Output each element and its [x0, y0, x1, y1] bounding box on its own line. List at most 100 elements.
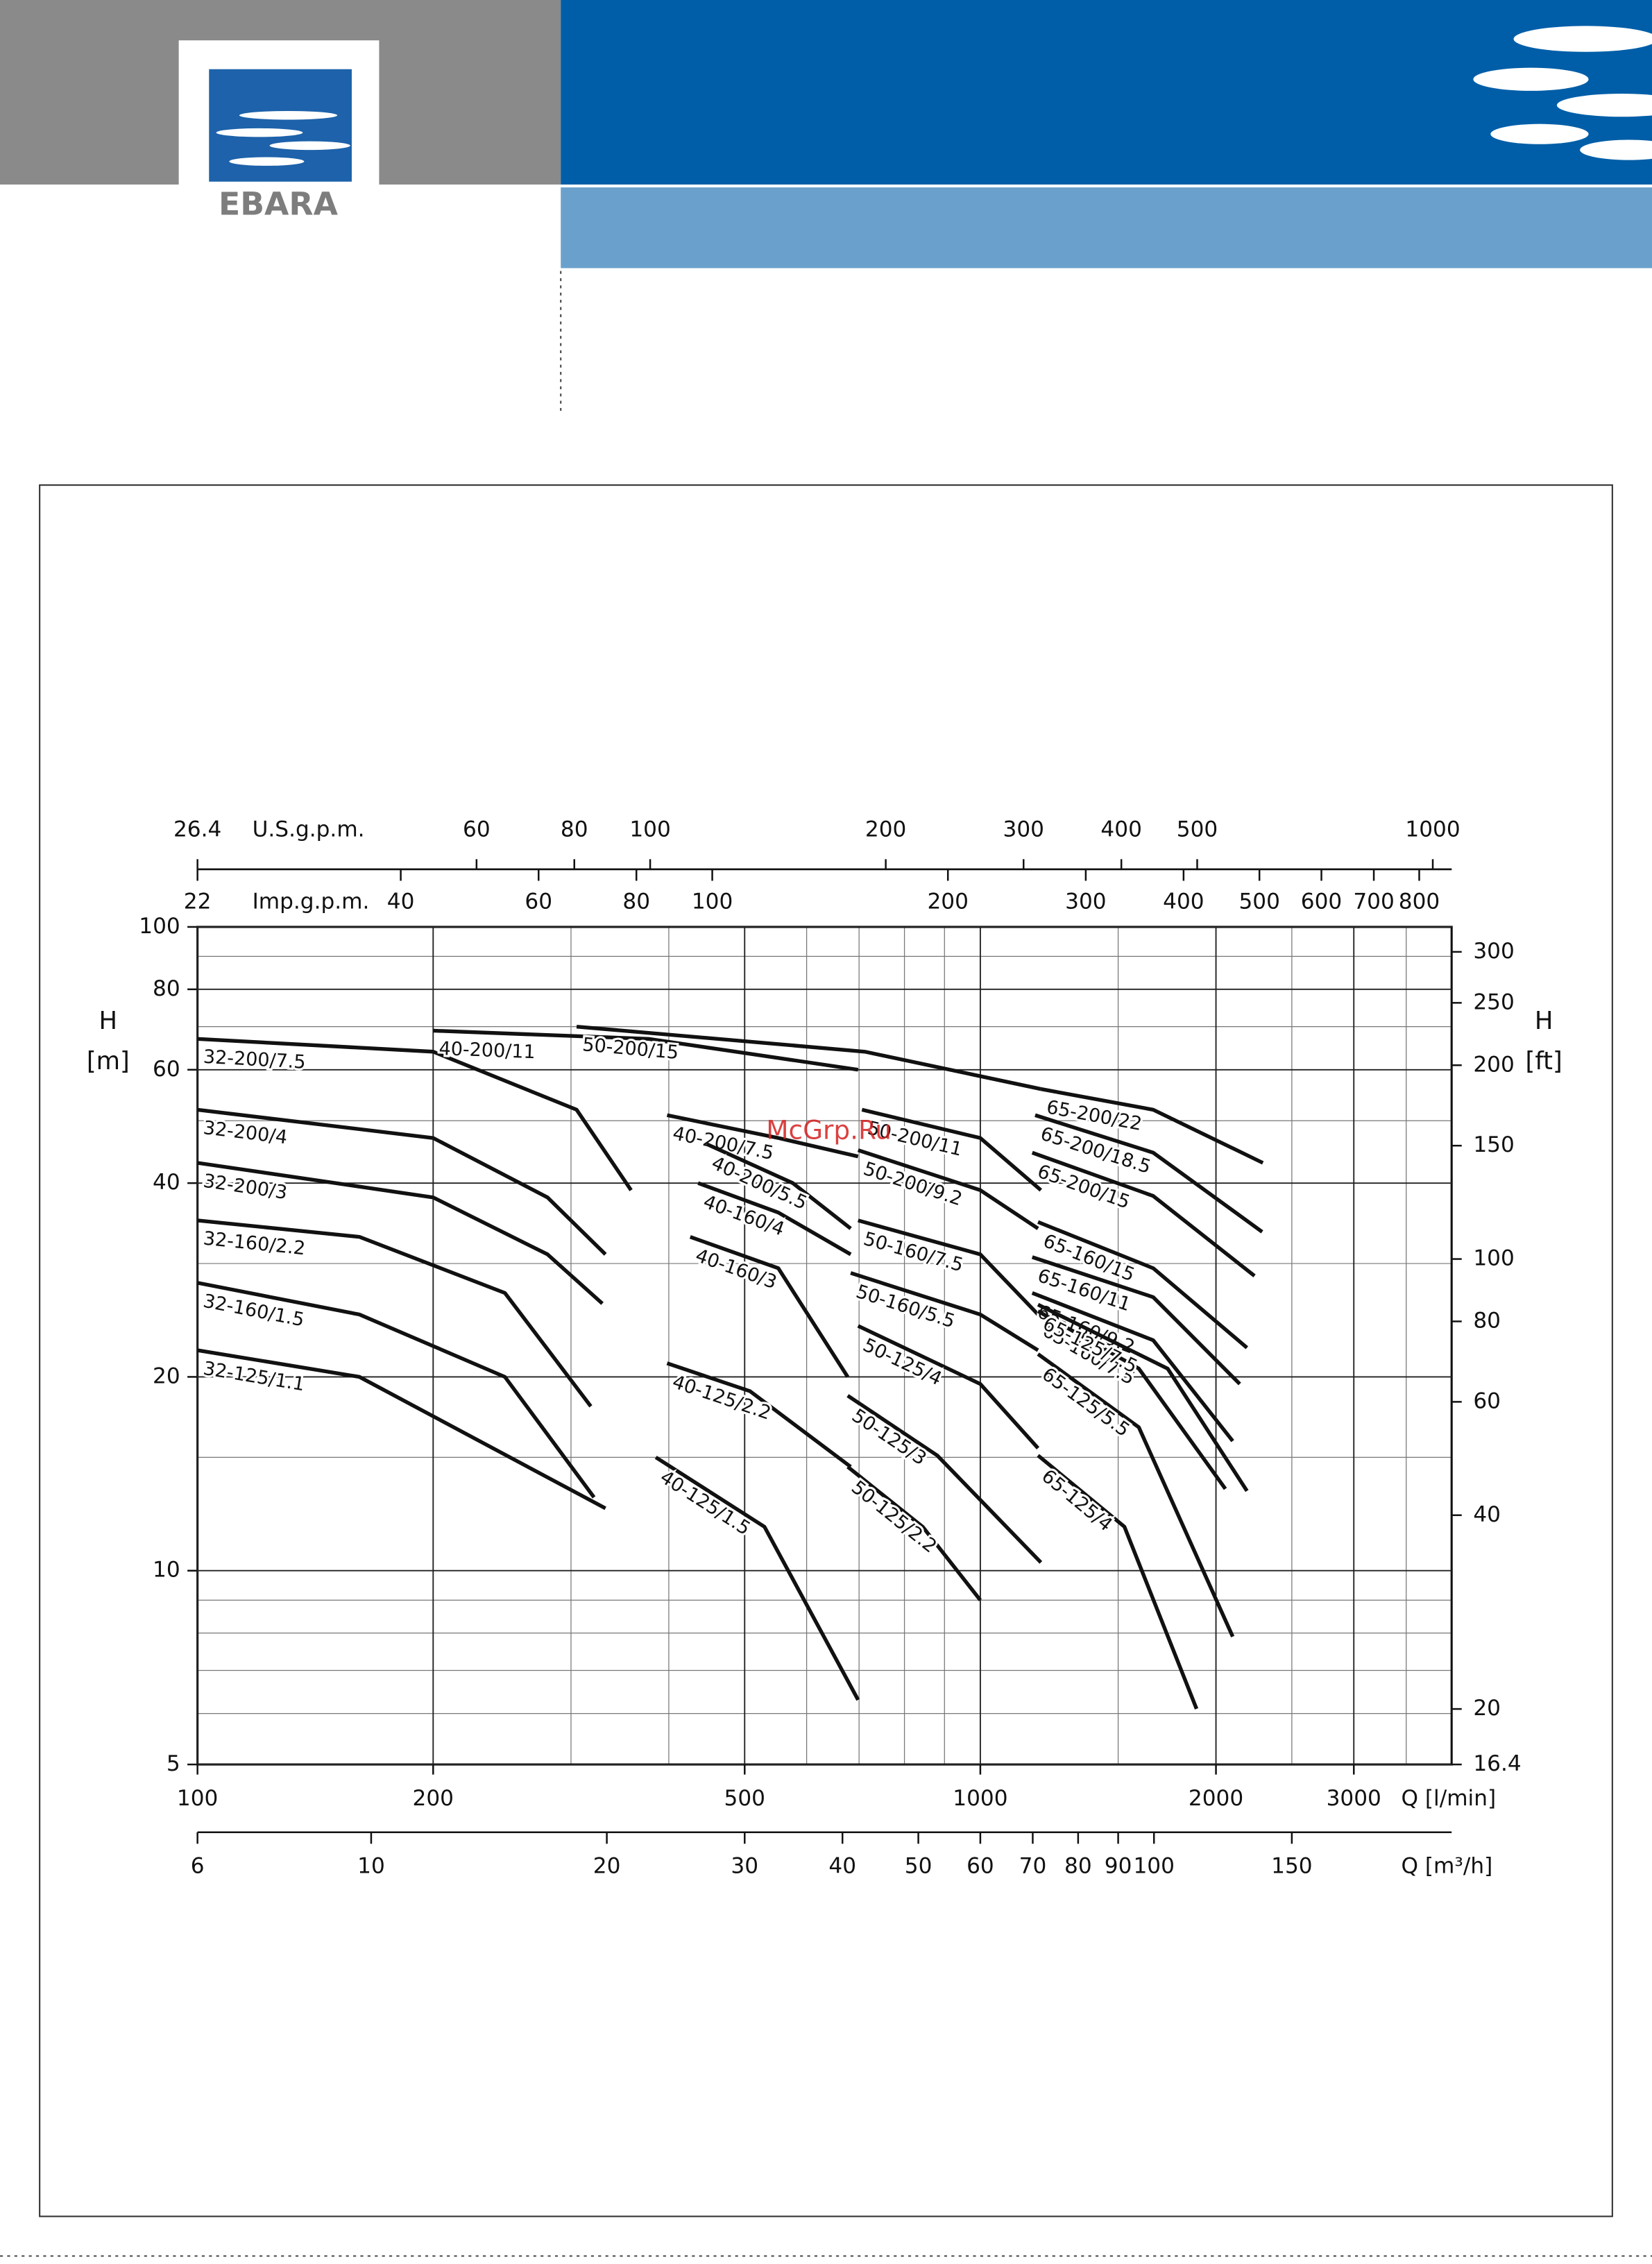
us-gpm-axis-tick-label: 200 — [865, 817, 906, 842]
y-axis-label: H — [99, 1007, 118, 1035]
series-label: 50-125/2.2 — [847, 1476, 941, 1557]
y2-tick-label: 300 — [1473, 939, 1514, 964]
us-gpm-axis-tick-label: 1000 — [1405, 817, 1460, 842]
pump-curve — [861, 1107, 1042, 1192]
pump-curve — [857, 1148, 1039, 1230]
pump-curve — [666, 1113, 859, 1159]
imp-gpm-axis-tick-label: 400 — [1163, 890, 1204, 914]
pump-curve — [706, 1142, 852, 1230]
pump-curve — [850, 1271, 1039, 1352]
logo-waves — [216, 110, 350, 166]
y2-tick-label: 250 — [1473, 989, 1514, 1014]
m3h-axis-tick-label: 6 — [191, 1854, 205, 1879]
imp-gpm-axis-tick-label: 60 — [525, 890, 552, 914]
frame — [39, 484, 1613, 2218]
y2-tick-label: 60 — [1473, 1388, 1501, 1413]
imp-gpm-axis-tick-label: 800 — [1399, 890, 1440, 914]
series-label: 40-200/11 — [438, 1038, 536, 1063]
y2-tick-label: 150 — [1473, 1132, 1514, 1157]
logo-wave — [239, 110, 338, 120]
imp-gpm-axis-tick-label: 200 — [927, 890, 968, 914]
y2-tick-label: 20 — [1473, 1696, 1501, 1721]
y2-tick-label: 40 — [1473, 1502, 1501, 1527]
m3h-axis-label: Q [m³/h] — [1401, 1854, 1492, 1879]
pump-curve — [666, 1361, 852, 1469]
logo-wave — [229, 157, 305, 166]
series-label: 50-125/3 — [848, 1405, 930, 1470]
m3h-axis-tick-label: 50 — [905, 1854, 933, 1879]
y-tick-label: 10 — [153, 1558, 180, 1583]
pump-curve — [846, 1465, 982, 1601]
pump-curve — [1031, 1150, 1256, 1278]
chart: 5 10 20 40 60 80 100 16.4 20 40 60 80 100 150 200 250 30… — [87, 815, 1562, 1882]
x-tick-label: 3000 — [1327, 1786, 1381, 1811]
pump-curve — [1031, 1255, 1241, 1386]
pump-curve — [197, 1218, 593, 1408]
y-tick-label: 20 — [153, 1363, 180, 1388]
pump-curve — [1037, 1220, 1248, 1350]
header-waves — [1473, 26, 1652, 160]
pump-curve — [1037, 1454, 1199, 1710]
logo-wave — [216, 128, 303, 137]
x-tick-label: 500 — [724, 1786, 765, 1811]
imp-gpm-axis-tick-label: 22 — [184, 890, 212, 914]
imp-gpm-axis-tick-label: 500 — [1238, 890, 1279, 914]
us-gpm-axis-label: U.S.g.p.m. — [253, 817, 365, 842]
series-label: 32-125/1.1 — [202, 1358, 307, 1396]
x-tick-label: 100 — [177, 1786, 218, 1811]
m3h-axis-tick-label: 70 — [1019, 1854, 1047, 1879]
imp-gpm-axis-tick-label: 40 — [387, 890, 415, 914]
imp-gpm-axis-label: Imp.g.p.m. — [253, 890, 370, 914]
pump-curve — [1040, 1087, 1264, 1165]
y-tick-label: 5 — [167, 1751, 180, 1776]
pump-curve — [197, 1348, 606, 1510]
series-label: 50-200/9.2 — [861, 1158, 965, 1210]
x-axis-label: Q [l/min] — [1401, 1786, 1496, 1811]
us-gpm-axis-tick-label: 26.4 — [173, 817, 221, 842]
series-label: 32-160/2.2 — [202, 1228, 306, 1260]
y2-tick-label: 80 — [1473, 1308, 1501, 1333]
m3h-axis-tick-label: 10 — [357, 1854, 385, 1879]
pump-curve — [197, 1037, 633, 1191]
m3h-axis-tick-label: 40 — [828, 1854, 856, 1879]
y2-tick-label: 16.4 — [1473, 1751, 1521, 1776]
y-tick-label: 40 — [153, 1170, 180, 1195]
series-label: 32-200/4 — [202, 1117, 289, 1148]
wave — [1473, 67, 1589, 91]
x-tick-label: 200 — [413, 1786, 454, 1811]
us-gpm-axis-tick-label: 80 — [561, 817, 588, 842]
wave — [1580, 139, 1652, 160]
y2-axis-unit: [ft] — [1526, 1047, 1562, 1075]
series-label: 50-200/15 — [581, 1034, 679, 1064]
series-label: 65-125/4 — [1037, 1465, 1116, 1536]
us-gpm-axis-tick-label: 100 — [629, 817, 670, 842]
pump-curve — [846, 1394, 1043, 1564]
imp-gpm-axis-tick-label: 600 — [1301, 890, 1342, 914]
pump-curve — [576, 1024, 1041, 1091]
m3h-axis-tick-label: 20 — [593, 1854, 621, 1879]
y-tick-label: 60 — [153, 1057, 180, 1082]
logo-wave — [269, 141, 350, 151]
x-tick-label: 2000 — [1189, 1786, 1243, 1811]
header-blue — [561, 0, 1652, 185]
wave — [1556, 94, 1652, 117]
wave — [1490, 124, 1589, 144]
pump-curve — [1031, 1291, 1234, 1442]
y2-tick-label: 200 — [1473, 1052, 1514, 1077]
watermark: McGrp.Ru — [766, 1114, 892, 1145]
us-gpm-axis-tick-label: 400 — [1100, 817, 1141, 842]
m3h-axis-tick-label: 60 — [966, 1854, 994, 1879]
m3h-axis-tick-label: 80 — [1064, 1854, 1092, 1879]
m3h-axis-tick-label: 100 — [1133, 1854, 1174, 1879]
series-label: 32-160/1.5 — [201, 1291, 306, 1331]
pump-curve — [689, 1235, 850, 1378]
y-tick-label: 80 — [153, 976, 180, 1001]
imp-gpm-axis-tick-label: 80 — [622, 890, 650, 914]
pump-curve — [697, 1181, 852, 1257]
pump-curve — [1037, 1352, 1235, 1637]
us-gpm-axis-tick-label: 500 — [1177, 817, 1218, 842]
pump-curve — [197, 1161, 604, 1305]
pump-curve — [654, 1456, 860, 1701]
